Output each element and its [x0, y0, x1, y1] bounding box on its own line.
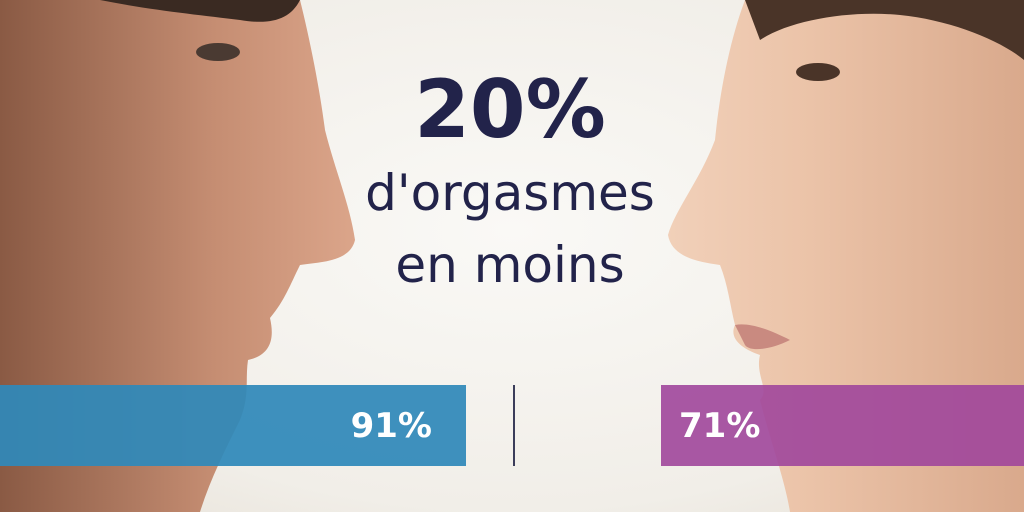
woman-lips: [735, 324, 790, 350]
headline-stat: 20%: [414, 63, 606, 156]
headline-line1: d'orgasmes: [365, 164, 655, 222]
men-bar: 91%: [0, 385, 466, 466]
woman-eye: [796, 63, 840, 81]
men-bar-label: 91%: [350, 405, 432, 446]
man-hair: [0, 0, 300, 22]
center-divider: [513, 385, 515, 466]
women-bar: 71%: [661, 385, 1024, 466]
women-bar-label: 71%: [679, 405, 761, 446]
woman-face-profile: [668, 0, 1024, 512]
headline-line2: en moins: [395, 236, 625, 294]
man-eye: [196, 43, 240, 61]
man-face-profile: [0, 0, 355, 512]
woman-hair: [745, 0, 1024, 60]
